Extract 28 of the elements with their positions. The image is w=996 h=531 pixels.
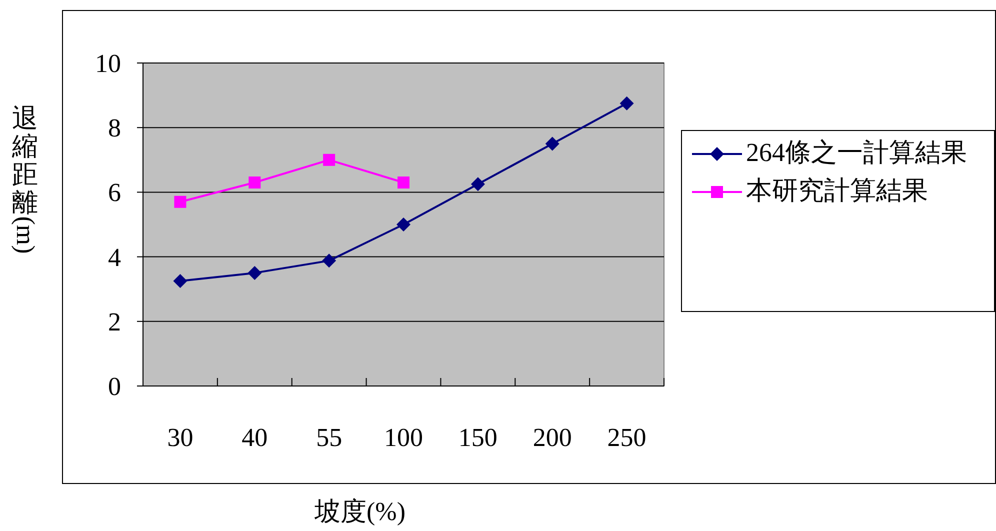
point (545, 136, 560, 151)
point (323, 154, 336, 166)
x-tick-label: 55 (316, 423, 342, 452)
x-tick-label: 150 (458, 423, 498, 452)
point (398, 176, 410, 189)
legend-label: 本研究計算結果 (746, 175, 929, 207)
y-tick-label: 6 (108, 178, 121, 208)
y-tick-label: 2 (108, 307, 121, 336)
legend-label: 264條之一計算結果 (746, 137, 968, 169)
y-tick-label: 4 (108, 242, 121, 272)
y-axis-title: 退縮距離(m) (10, 104, 41, 256)
x-tick-label: 100 (384, 423, 423, 452)
point (173, 274, 188, 288)
x-tick-label: 200 (532, 423, 572, 452)
point (396, 218, 410, 232)
point (470, 177, 485, 192)
point (620, 96, 634, 110)
point (174, 196, 186, 208)
point (322, 254, 336, 268)
x-tick-label: 250 (607, 423, 646, 452)
x-tick-label: 40 (242, 423, 268, 452)
y-tick-label: 10 (95, 49, 121, 78)
y-tick-label: 8 (108, 114, 121, 143)
point (248, 266, 262, 280)
y-tick-label: 0 (108, 372, 121, 401)
x-tick-label: 30 (167, 423, 194, 452)
x-axis-title: 坡度(%) (314, 496, 406, 528)
point (248, 176, 261, 189)
